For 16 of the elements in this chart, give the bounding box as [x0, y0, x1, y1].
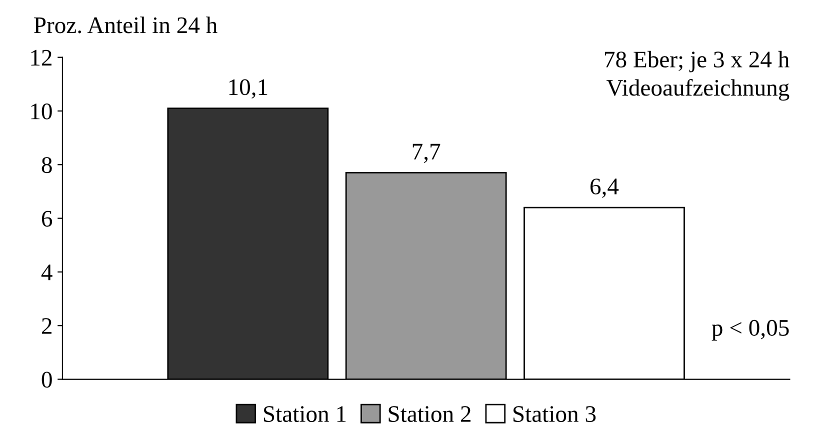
data-label: 6,4	[590, 178, 619, 198]
legend-label: Station 1	[264, 406, 346, 422]
y-tick-label: 8	[42, 157, 52, 174]
data-label: 7,7	[412, 144, 440, 163]
legend-label: Station 3	[514, 406, 596, 422]
annotation: 78 Eber; je 3 x 24 h Videoaufzeichnung	[605, 50, 790, 101]
y-tick-label: 4	[41, 264, 52, 280]
y-tick-label: 6	[42, 210, 52, 227]
y-tick-label: 10	[31, 103, 52, 120]
annotation: p < 0,05	[712, 320, 789, 341]
y-tick-label: 0	[42, 372, 52, 388]
legend-label: Station 2	[388, 406, 470, 422]
y-tick-label: 12	[31, 50, 52, 66]
y-tick-label: 2	[42, 318, 52, 334]
data-label: 10,1	[229, 79, 268, 99]
y-axis-title: Proz. Anteil in 24 h	[34, 16, 218, 34]
